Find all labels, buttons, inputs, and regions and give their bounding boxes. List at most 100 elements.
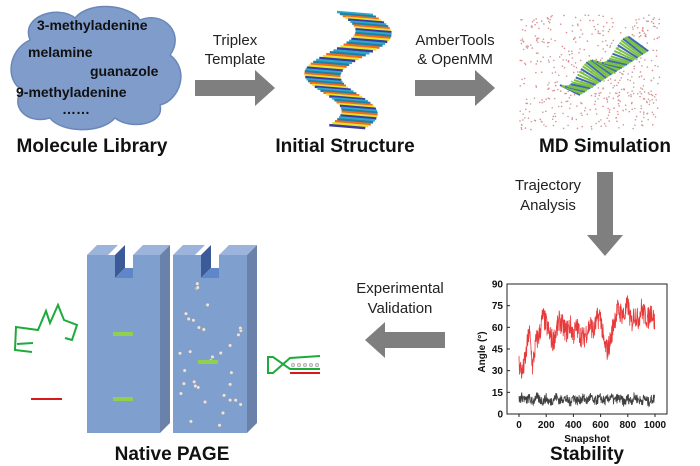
ligand-dot [228, 343, 233, 348]
ligand-dot [182, 368, 187, 373]
water-molecule [632, 86, 635, 88]
water-molecule [535, 18, 538, 20]
dna-in-water [610, 55, 632, 64]
water-molecule [579, 36, 581, 38]
water-molecule [545, 110, 547, 113]
water-molecule [594, 92, 596, 95]
dna-in-water [603, 61, 624, 68]
water-molecule [633, 25, 636, 27]
water-molecule [650, 90, 652, 92]
water-molecule [519, 110, 522, 112]
water-molecule [541, 102, 543, 104]
water-molecule [633, 35, 635, 37]
dna-base [313, 60, 350, 67]
water-molecule [530, 128, 532, 131]
water-molecule [630, 93, 632, 96]
water-molecule [577, 24, 579, 27]
water-molecule [530, 120, 533, 123]
water-molecule [633, 65, 636, 68]
water-molecule [636, 92, 639, 95]
water-molecule [583, 109, 586, 112]
water-molecule [542, 38, 545, 40]
ligand-dot [196, 325, 201, 330]
dna-base [342, 14, 379, 21]
ligand-dot [178, 391, 183, 396]
water-molecule [618, 94, 620, 97]
water-molecule [520, 42, 523, 45]
water-molecule [598, 120, 600, 123]
ligand-dot [201, 327, 206, 332]
water-molecule [519, 59, 522, 62]
dna-base [354, 33, 391, 40]
dna-base [340, 114, 377, 120]
water-molecule [658, 76, 661, 79]
water-molecule [549, 18, 552, 21]
water-molecule [648, 93, 651, 95]
water-molecule [607, 107, 609, 110]
water-molecule [519, 120, 521, 122]
water-molecule [579, 59, 582, 62]
water-molecule [549, 55, 552, 58]
water-molecule [525, 98, 528, 101]
water-molecule [595, 58, 598, 61]
water-molecule [552, 124, 555, 127]
water-molecule [602, 48, 605, 50]
gel-band [198, 360, 218, 364]
dna-base [343, 43, 380, 49]
water-molecule [607, 79, 610, 82]
water-molecule [639, 91, 641, 93]
water-molecule [653, 17, 656, 19]
dna-base [320, 89, 357, 95]
water-molecule [640, 87, 642, 89]
water-molecule [579, 48, 581, 50]
md-simulation-image [519, 14, 661, 131]
water-molecule [562, 127, 565, 130]
water-molecule [562, 59, 564, 61]
water-molecule [548, 41, 550, 44]
water-molecule [560, 101, 563, 104]
water-molecule [567, 50, 570, 53]
dna-in-water [618, 41, 641, 58]
dna-base [306, 77, 343, 84]
water-molecule [584, 14, 587, 16]
water-molecule [576, 127, 579, 130]
water-molecule [608, 28, 611, 31]
water-molecule [548, 21, 551, 24]
water-molecule [630, 95, 632, 98]
water-molecule [650, 93, 653, 96]
water-molecule [642, 17, 645, 19]
dna-base [346, 41, 383, 47]
water-molecule [597, 30, 600, 33]
dna-base [333, 49, 370, 55]
dna-in-water [613, 49, 635, 62]
y-tick-label: 75 [492, 301, 504, 312]
water-molecule [598, 92, 600, 94]
water-molecule [640, 57, 642, 59]
water-molecule [605, 40, 607, 42]
stability-label: Stability [550, 444, 624, 465]
gel-band [113, 397, 133, 401]
water-molecule [594, 28, 597, 31]
water-molecule [632, 82, 635, 84]
water-molecule [617, 102, 620, 105]
water-molecule [618, 91, 621, 94]
water-molecule [652, 18, 655, 21]
water-molecule [541, 121, 543, 123]
water-molecule [600, 91, 602, 94]
water-molecule [533, 119, 536, 122]
water-molecule [521, 28, 524, 31]
water-molecule [614, 92, 617, 94]
water-molecule [565, 92, 568, 95]
water-molecule [524, 29, 526, 32]
water-molecule [535, 71, 537, 74]
water-molecule [520, 128, 523, 131]
water-molecule [631, 90, 633, 92]
water-molecule [605, 125, 607, 127]
water-molecule [570, 63, 573, 66]
water-molecule [640, 105, 643, 107]
dna-in-water [622, 37, 644, 56]
dna-base [304, 70, 341, 76]
water-molecule [606, 44, 608, 47]
water-molecule [553, 66, 555, 69]
water-molecule [540, 71, 543, 74]
